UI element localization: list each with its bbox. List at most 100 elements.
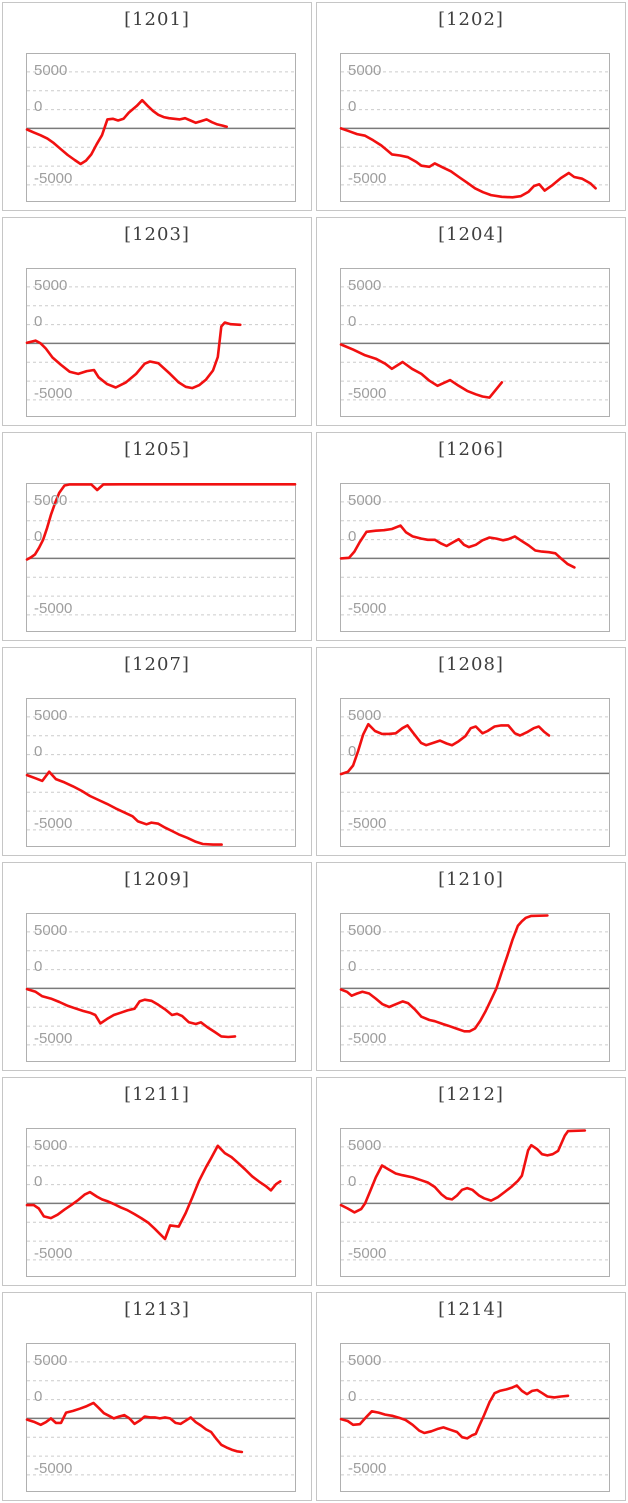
chart-title: [1213]	[124, 1299, 190, 1320]
plot-area: 5000 0 -5000	[339, 1128, 610, 1277]
chart-cell: [1202] 5000 0 -5000	[316, 2, 626, 211]
chart-cell: [1209] 5000 0 -5000	[2, 862, 312, 1071]
chart-title: [1201]	[124, 9, 190, 30]
y-axis-label: 0	[348, 958, 357, 975]
chart-canvas	[25, 71, 295, 186]
chart-title: [1203]	[124, 224, 190, 245]
chart-title: [1204]	[438, 224, 504, 245]
plot-area: 5000 0 -5000	[25, 698, 296, 847]
y-axis-label: -5000	[348, 170, 387, 187]
y-axis-label: -5000	[348, 1245, 387, 1262]
chart-cell: [1206] 5000 0 -5000	[316, 432, 626, 641]
chart-cell: [1204] 5000 0 -5000	[316, 217, 626, 426]
y-axis-label: 0	[348, 1173, 357, 1190]
y-axis-label: 5000	[34, 1352, 68, 1369]
series-line	[339, 127, 597, 199]
chart-cell: [1211] 5000 0 -5000	[2, 1077, 312, 1286]
plot-area: 5000 0 -5000	[339, 483, 610, 632]
y-axis-label: -5000	[34, 1460, 73, 1477]
y-axis-label: 5000	[34, 277, 68, 294]
chart-title: [1205]	[124, 439, 190, 460]
chart-title: [1212]	[438, 1084, 504, 1105]
y-axis-label: 5000	[348, 1137, 382, 1154]
y-axis-label: 5000	[34, 492, 68, 509]
chart-cell: [1205] 5000 0 -5000	[2, 432, 312, 641]
chart-cell: [1201] 5000 0 -5000	[2, 2, 312, 211]
plot-area: 5000 0 -5000	[25, 53, 296, 202]
y-axis-label: -5000	[348, 600, 387, 617]
plot-area: 5000 0 -5000	[339, 53, 610, 202]
chart-cell: [1207] 5000 0 -5000	[2, 647, 312, 856]
y-axis-label: -5000	[348, 1460, 387, 1477]
plot-area: 5000 0 -5000	[339, 913, 610, 1062]
series-line	[25, 1401, 244, 1454]
series-line	[339, 524, 576, 569]
chart-canvas	[25, 931, 295, 1046]
chart-cell: [1203] 5000 0 -5000	[2, 217, 312, 426]
chart-title: [1210]	[438, 869, 504, 890]
series-line	[339, 914, 549, 1033]
y-axis-label: 0	[34, 743, 43, 760]
chart-title: [1208]	[438, 654, 504, 675]
chart-title: [1209]	[124, 869, 190, 890]
chart-canvas	[339, 914, 609, 1046]
chart-canvas	[25, 1361, 295, 1476]
plot-area: 5000 0 -5000	[339, 268, 610, 417]
y-axis-label: 0	[34, 1173, 43, 1190]
series-line	[25, 321, 242, 390]
y-axis-label: 5000	[348, 62, 382, 79]
y-axis-label: 5000	[348, 492, 382, 509]
y-axis-label: 0	[348, 98, 357, 115]
y-axis-label: -5000	[348, 815, 387, 832]
chart-canvas	[25, 286, 295, 401]
chart-title: [1214]	[438, 1299, 504, 1320]
chart-canvas	[25, 1144, 295, 1261]
chart-title: [1207]	[124, 654, 190, 675]
chart-canvas	[339, 1361, 609, 1476]
chart-canvas	[339, 501, 609, 616]
y-axis-label: 5000	[34, 1137, 68, 1154]
chart-title: [1206]	[438, 439, 504, 460]
y-axis-label: 0	[34, 528, 43, 545]
y-axis-label: 5000	[34, 707, 68, 724]
chart-canvas	[339, 286, 609, 401]
y-axis-label: 0	[34, 1388, 43, 1405]
y-axis-label: -5000	[348, 385, 387, 402]
y-axis-label: 0	[348, 1388, 357, 1405]
y-axis-label: 5000	[348, 277, 382, 294]
y-axis-label: 5000	[348, 922, 382, 939]
y-axis-label: -5000	[34, 385, 73, 402]
y-axis-label: -5000	[34, 1245, 73, 1262]
chart-cell: [1208] 5000 0 -5000	[316, 647, 626, 856]
y-axis-label: 5000	[34, 62, 68, 79]
y-axis-label: 5000	[34, 922, 68, 939]
chart-cell: [1214] 5000 0 -5000	[316, 1292, 626, 1501]
chart-canvas	[339, 1129, 609, 1261]
series-line	[25, 483, 297, 561]
y-axis-label: 0	[348, 528, 357, 545]
chart-cell: [1213] 5000 0 -5000	[2, 1292, 312, 1501]
y-axis-label: 0	[34, 98, 43, 115]
plot-area: 5000 0 -5000	[25, 1343, 296, 1492]
series-line	[25, 98, 228, 166]
chart-title: [1202]	[438, 9, 504, 30]
plot-area: 5000 0 -5000	[25, 1128, 296, 1277]
y-axis-label: 0	[34, 313, 43, 330]
y-axis-label: -5000	[34, 170, 73, 187]
chart-title: [1211]	[124, 1084, 190, 1105]
series-line	[339, 343, 504, 399]
y-axis-label: -5000	[34, 1030, 73, 1047]
plot-area: 5000 0 -5000	[25, 483, 297, 632]
y-axis-label: 5000	[348, 707, 382, 724]
y-axis-label: -5000	[34, 600, 73, 617]
series-line	[25, 770, 223, 846]
plot-area: 5000 0 -5000	[339, 1343, 610, 1492]
series-line	[25, 987, 237, 1039]
y-axis-label: 0	[348, 743, 357, 760]
chart-cell: [1210] 5000 0 -5000	[316, 862, 626, 1071]
chart-canvas	[25, 483, 297, 616]
y-axis-label: 5000	[348, 1352, 382, 1369]
plot-area: 5000 0 -5000	[25, 913, 296, 1062]
y-axis-label: 0	[348, 313, 357, 330]
